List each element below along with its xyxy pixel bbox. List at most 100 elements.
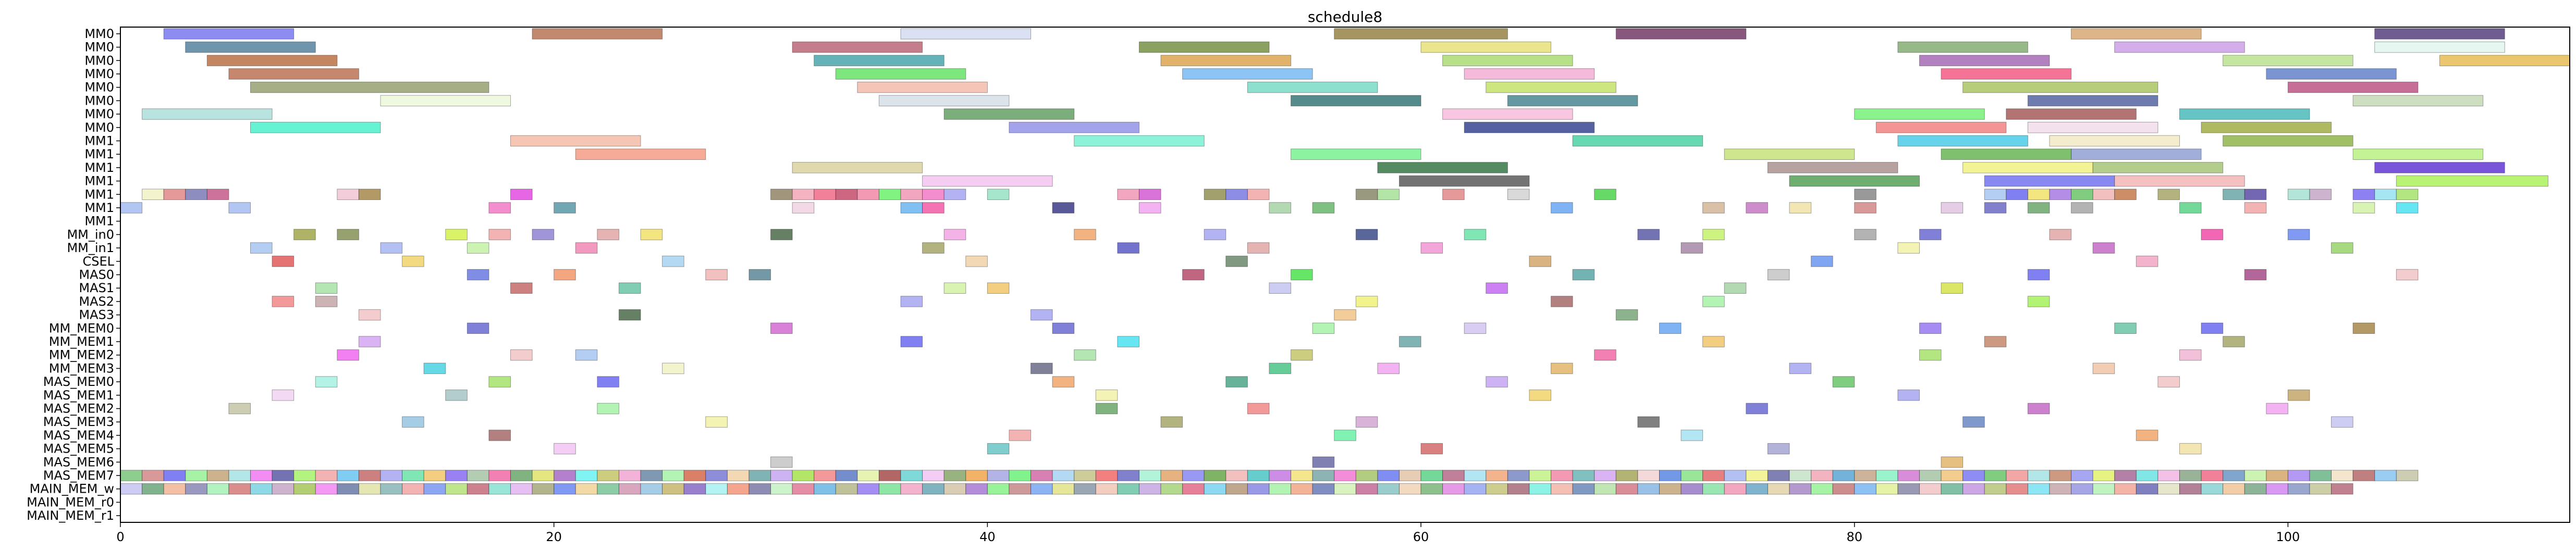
task-bar (1594, 349, 1616, 361)
task-bar (1551, 202, 1573, 214)
task-bar (1247, 242, 1270, 254)
task-bar (2049, 483, 2072, 495)
task-bar (1182, 68, 1313, 80)
task-bar (1420, 470, 1443, 481)
task-bar (2114, 41, 2245, 53)
task-bar (1204, 189, 1226, 201)
task-bar (1615, 28, 1747, 40)
task-bar (1789, 202, 1812, 214)
y-axis: MM0MM0MM0MM0MM0MM0MM0MM0MM1MM1MM1MM1MM1M… (27, 27, 120, 523)
task-bar (2092, 162, 2224, 173)
task-bar (857, 483, 879, 495)
task-bar (2027, 121, 2158, 133)
task-bar (575, 470, 598, 481)
y-tick-label: MAS_MEM7 (43, 468, 114, 483)
y-tick-label: MAIN_MEM_r1 (27, 508, 114, 523)
task-bar (1225, 376, 1248, 387)
task-bar (337, 483, 359, 495)
task-bar (640, 483, 663, 495)
task-bar (1182, 470, 1205, 481)
task-bar (1637, 470, 1660, 481)
task-bar (1182, 483, 1205, 495)
task-bar (185, 483, 207, 495)
task-bar (1767, 269, 1790, 281)
task-bar (185, 470, 207, 481)
task-bar (293, 470, 316, 481)
task-bar (1854, 189, 1876, 201)
task-bar (1919, 470, 1942, 481)
task-bar (1811, 483, 1833, 495)
task-bar (163, 28, 295, 40)
task-bar (315, 483, 338, 495)
task-bar (488, 229, 511, 241)
task-bar (2244, 483, 2267, 495)
task-bar (337, 189, 359, 201)
task-bar (1897, 470, 1920, 481)
task-bar (1225, 483, 1248, 495)
task-bar (2287, 390, 2310, 401)
task-bar (814, 189, 836, 201)
task-bar (878, 189, 901, 201)
y-tick-label: MM1 (84, 147, 114, 161)
task-bar (380, 483, 403, 495)
task-bar (1160, 416, 1183, 428)
task-bar (228, 403, 251, 415)
task-bar (1052, 322, 1075, 334)
task-bar (250, 81, 489, 93)
task-bar (857, 189, 879, 201)
task-bar (1009, 483, 1032, 495)
task-bar (1724, 148, 1855, 160)
chart-title: schedule8 (1308, 8, 1382, 26)
task-bar (120, 483, 143, 495)
task-bar (1854, 470, 1876, 481)
task-bar (922, 483, 944, 495)
x-tick-label: 0 (116, 530, 124, 544)
task-bar (2331, 470, 2353, 481)
task-bar (1659, 483, 1682, 495)
task-bar (1355, 189, 1378, 201)
task-bar (1269, 483, 1292, 495)
task-bar (2352, 148, 2484, 160)
task-bar (1486, 282, 1508, 294)
task-bar (337, 229, 359, 241)
task-bar (597, 483, 619, 495)
task-bar (1160, 470, 1183, 481)
task-bar (1160, 483, 1183, 495)
y-tick-label: MM_MEM0 (49, 321, 114, 335)
task-bar (2179, 349, 2202, 361)
x-tick-label: 100 (2276, 530, 2300, 544)
task-bar (1074, 135, 1205, 147)
task-bar (1919, 322, 1942, 334)
y-tick-label: MAS2 (79, 294, 114, 309)
task-bar (1724, 483, 1747, 495)
task-bar (1117, 189, 1139, 201)
task-bar (1312, 470, 1335, 481)
task-bar (2179, 470, 2202, 481)
task-bar (662, 362, 684, 374)
task-bar (1399, 483, 1421, 495)
task-bar (120, 470, 143, 481)
task-bar (1941, 456, 1964, 468)
task-bar (532, 229, 555, 241)
y-tick-label: MM0 (84, 53, 114, 68)
task-bar (749, 483, 771, 495)
task-bar (835, 483, 858, 495)
task-bar (2223, 135, 2353, 147)
task-bar (2049, 229, 2072, 241)
task-bar (1854, 108, 1985, 120)
task-bar (1789, 470, 1812, 481)
task-bar (1551, 362, 1573, 374)
task-bar (2092, 242, 2115, 254)
task-bar (163, 470, 186, 481)
task-bar (1095, 470, 1118, 481)
task-bar (2396, 470, 2419, 481)
task-bar (2136, 430, 2158, 441)
task-bar (2071, 470, 2093, 481)
task-bar (2136, 483, 2158, 495)
task-bar (1247, 470, 1270, 481)
task-bar (2309, 483, 2332, 495)
task-bar (1399, 470, 1421, 481)
task-bar (922, 470, 944, 481)
task-bar (315, 376, 338, 387)
task-bar (1486, 81, 1616, 93)
